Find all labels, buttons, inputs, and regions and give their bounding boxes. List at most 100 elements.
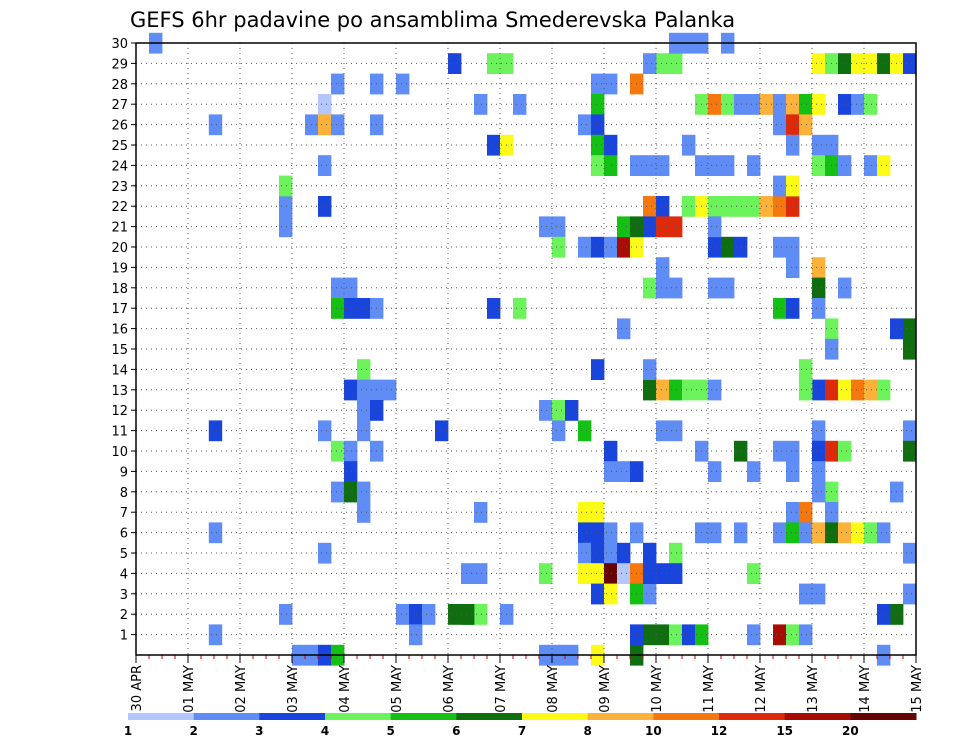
heatmap-cell: [396, 604, 410, 625]
y-tick-label: 23: [111, 180, 128, 195]
heatmap-cell: [864, 53, 878, 74]
heatmap-cell: [656, 624, 670, 646]
heatmap-cell: [604, 155, 618, 176]
heatmap-cell: [318, 155, 332, 176]
heatmap-cell: [604, 542, 618, 564]
heatmap-cell: [409, 604, 423, 625]
colorbar-swatch: [259, 713, 326, 720]
x-tick-label: 10 MAY: [650, 665, 665, 713]
heatmap-cell: [773, 114, 787, 136]
heatmap-cell: [864, 155, 878, 176]
heatmap-cell: [786, 522, 800, 544]
x-tick-label: 30 APR: [130, 665, 145, 711]
heatmap-cell: [903, 53, 917, 74]
heatmap-cell: [591, 359, 605, 380]
y-tick-label: 16: [111, 323, 128, 338]
heatmap-cell: [318, 114, 332, 136]
heatmap-cell: [331, 277, 345, 299]
heatmap-cell: [812, 583, 826, 605]
colorbar-swatch: [784, 713, 851, 720]
y-tick-label: 10: [111, 445, 128, 460]
heatmap-cell: [591, 583, 605, 605]
heatmap-cell: [669, 53, 683, 74]
heatmap-cell: [357, 379, 371, 401]
heatmap-cell: [604, 563, 618, 584]
grid-lines: [135, 42, 917, 655]
x-tick-label: 09 MAY: [598, 665, 613, 713]
heatmap-cell: [721, 155, 735, 176]
heatmap-cell: [851, 94, 865, 115]
y-tick-label: 2: [120, 608, 128, 623]
colorbar-swatch: [522, 713, 589, 720]
heatmap-cell: [799, 359, 813, 380]
heatmap-cell: [552, 216, 566, 238]
heatmap-cell: [851, 379, 865, 401]
heatmap-cell: [773, 624, 787, 646]
x-tick-label: 13 MAY: [806, 665, 821, 713]
y-tick-label: 4: [120, 567, 128, 582]
x-tick-label: 07 MAY: [494, 665, 509, 713]
heatmap-cell: [318, 420, 332, 442]
heatmap-cell: [669, 624, 683, 646]
heatmap-cell: [578, 563, 592, 584]
colorbar-label: 4: [321, 724, 329, 738]
heatmap-cell: [422, 604, 436, 625]
colorbar-label: 6: [452, 724, 460, 738]
heatmap-cell: [461, 604, 475, 625]
heatmap-cell: [539, 216, 553, 238]
heatmap-cell: [578, 522, 592, 544]
heatmap-cell: [708, 379, 722, 401]
heatmap-cell: [682, 624, 696, 646]
heatmap-cell: [786, 236, 800, 258]
heatmap-cell: [747, 155, 761, 176]
heatmap-cell: [643, 155, 657, 176]
y-tick-label: 17: [111, 302, 128, 317]
heatmap-cell: [383, 379, 397, 401]
heatmap-cell: [812, 440, 826, 462]
y-tick-label: 9: [120, 465, 128, 480]
colorbar-label: 10: [645, 724, 662, 738]
heatmap-cell: [591, 542, 605, 564]
colorbar-label: 5: [386, 724, 394, 738]
heatmap-cell: [786, 196, 800, 217]
heatmap-cell: [331, 440, 345, 462]
heatmap-cell: [656, 216, 670, 238]
colorbar-swatch: [193, 713, 260, 720]
heatmap-cell: [331, 73, 345, 95]
colorbar-swatch: [128, 713, 195, 720]
heatmap-cell: [656, 563, 670, 584]
x-tick-label: 12 MAY: [754, 665, 769, 713]
heatmap-cell: [643, 542, 657, 564]
heatmap-cell: [357, 420, 371, 442]
heatmap-cell: [656, 155, 670, 176]
colorbar-swatch: [719, 713, 786, 720]
heatmap-cell: [773, 196, 787, 217]
heatmap-cell: [734, 236, 748, 258]
heatmap-cell: [617, 563, 631, 584]
heatmap-cell: [331, 298, 345, 319]
heatmap-cell: [591, 134, 605, 156]
heatmap-cell: [734, 94, 748, 115]
heatmap-cell: [877, 522, 891, 544]
heatmap-cell: [734, 196, 748, 217]
heatmap-cell: [786, 461, 800, 482]
heatmap-cell: [877, 155, 891, 176]
heatmap-cell: [279, 604, 293, 625]
heatmap-cell: [617, 542, 631, 564]
plot-frame: [135, 42, 917, 656]
colorbar-swatch: [653, 713, 720, 720]
heatmap-cell: [552, 236, 566, 258]
heatmap-cell: [513, 298, 527, 319]
y-tick-label: 30: [111, 37, 128, 52]
y-tick-label: 29: [111, 57, 128, 72]
heatmap-cell: [279, 196, 293, 217]
heatmap-cell: [604, 236, 618, 258]
heatmap-cell: [903, 318, 917, 340]
heatmap-cell: [669, 563, 683, 584]
x-tick-label: 01 MAY: [182, 665, 197, 713]
colorbar-swatch: [587, 713, 654, 720]
heatmap-cell: [773, 440, 787, 462]
y-tick-label: 20: [111, 241, 128, 256]
heatmap-cell: [747, 624, 761, 646]
heatmap-cell: [877, 379, 891, 401]
